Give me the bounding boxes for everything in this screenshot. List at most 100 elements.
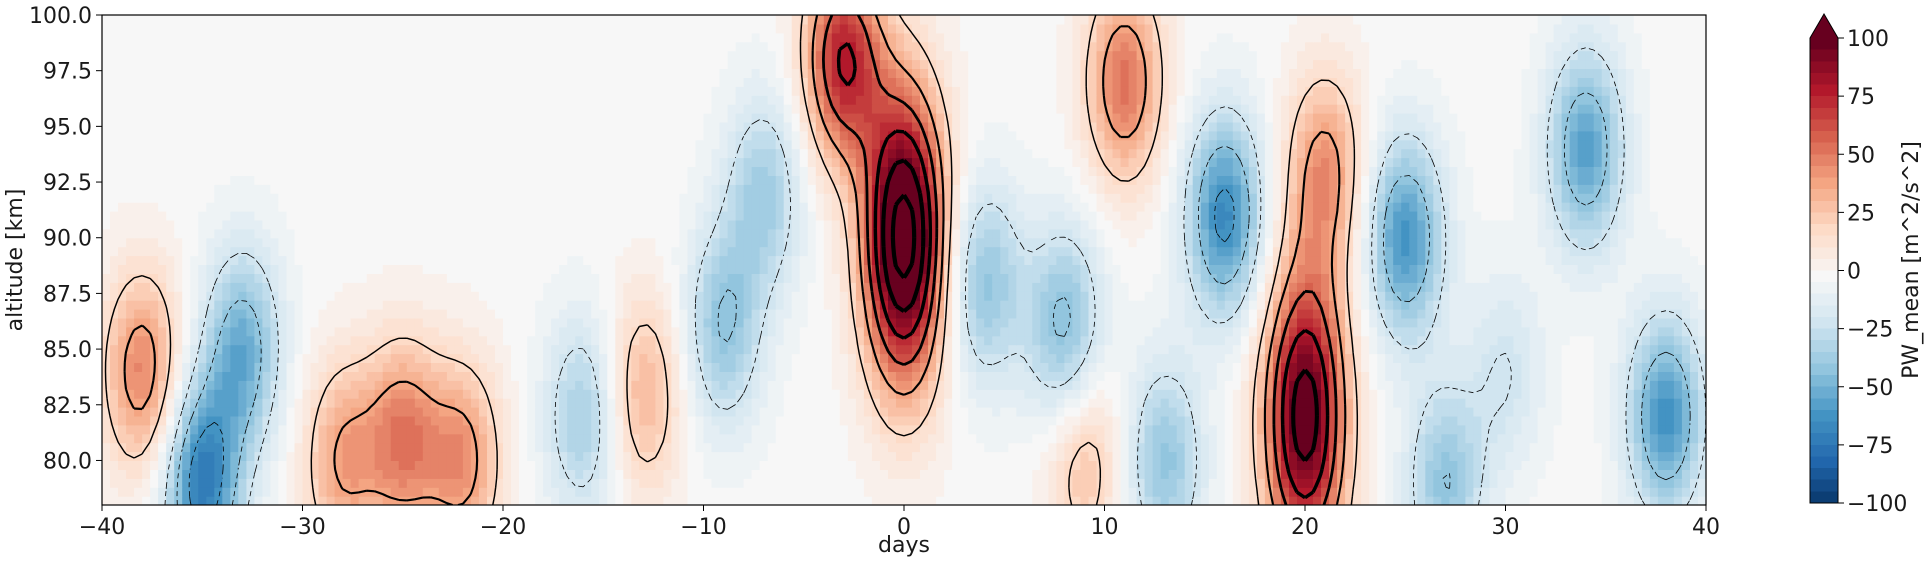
heatmap-cell xyxy=(1657,282,1667,292)
heatmap-cell xyxy=(1040,478,1049,488)
heatmap-cell xyxy=(326,344,336,355)
heatmap-cell xyxy=(823,344,833,355)
heatmap-cell xyxy=(703,353,713,363)
heatmap-cell xyxy=(462,460,472,470)
heatmap-cell xyxy=(1698,380,1706,390)
heatmap-cell xyxy=(687,442,697,453)
heatmap-cell xyxy=(1016,371,1025,381)
heatmap-cell xyxy=(1256,300,1266,310)
heatmap-cell xyxy=(1321,300,1330,310)
heatmap-cell xyxy=(342,478,352,488)
heatmap-cell xyxy=(1473,380,1482,390)
heatmap-cell xyxy=(1417,469,1426,479)
heatmap-cell xyxy=(1200,451,1210,461)
heatmap-cell xyxy=(567,282,576,292)
heatmap-cell xyxy=(1144,478,1154,488)
heatmap-cell xyxy=(1473,433,1482,444)
heatmap-cell xyxy=(1625,442,1635,453)
heatmap-cell xyxy=(1497,398,1507,408)
heatmap-cell xyxy=(1681,415,1691,426)
heatmap-cell xyxy=(470,371,480,381)
heatmap-cell xyxy=(896,309,905,319)
heatmap-cell xyxy=(1537,300,1547,310)
heatmap-cell xyxy=(478,362,488,372)
heatmap-cell xyxy=(478,326,488,337)
heatmap-cell xyxy=(904,460,913,470)
heatmap-cell xyxy=(1208,362,1218,372)
heatmap-cell xyxy=(1569,344,1579,355)
heatmap-cell xyxy=(799,424,809,435)
heatmap-cell xyxy=(679,317,688,328)
heatmap-cell xyxy=(1168,326,1178,337)
heatmap-cell xyxy=(118,496,127,505)
heatmap-cell xyxy=(671,309,680,319)
heatmap-cell xyxy=(366,496,376,505)
heatmap-cell xyxy=(1457,291,1466,301)
heatmap-cell xyxy=(1425,389,1434,399)
heatmap-cell xyxy=(398,433,408,444)
heatmap-cell xyxy=(1264,442,1274,453)
heatmap-cell xyxy=(1056,442,1065,453)
heatmap-cell xyxy=(294,326,304,337)
heatmap-cell xyxy=(639,344,648,355)
heatmap-cell xyxy=(1681,291,1691,301)
heatmap-cell xyxy=(1609,344,1619,355)
heatmap-cell xyxy=(1000,398,1009,408)
heatmap-cell xyxy=(807,282,817,292)
heatmap-cell xyxy=(1272,487,1282,497)
heatmap-cell xyxy=(230,309,239,319)
heatmap-cell xyxy=(1208,424,1218,435)
heatmap-cell xyxy=(1681,469,1691,479)
heatmap-cell xyxy=(543,353,552,363)
heatmap-cell xyxy=(1409,371,1418,381)
heatmap-cell xyxy=(1032,353,1041,363)
heatmap-cell xyxy=(310,478,320,488)
heatmap-cell xyxy=(896,407,905,417)
heatmap-cell xyxy=(1577,496,1587,505)
heatmap-cell xyxy=(1521,460,1531,470)
heatmap-cell xyxy=(414,326,424,337)
heatmap-cell xyxy=(639,433,648,444)
heatmap-cell xyxy=(1633,309,1643,319)
heatmap-cell xyxy=(1361,478,1370,488)
heatmap-cell xyxy=(799,398,809,408)
heatmap-cell xyxy=(1681,371,1691,381)
heatmap-cell xyxy=(1409,335,1418,346)
heatmap-cell xyxy=(414,424,424,435)
heatmap-cell xyxy=(1040,317,1049,328)
heatmap-cell xyxy=(1216,487,1226,497)
heatmap-cell xyxy=(1369,451,1378,461)
heatmap-cell xyxy=(863,407,873,417)
heatmap-cell xyxy=(1665,460,1675,470)
heatmap-cell xyxy=(278,478,287,488)
heatmap-cell xyxy=(863,469,873,479)
heatmap-cell xyxy=(1393,407,1402,417)
heatmap-cell xyxy=(1497,460,1507,470)
heatmap-cell xyxy=(1577,371,1587,381)
heatmap-cell xyxy=(1128,353,1138,363)
heatmap-cell xyxy=(1040,407,1049,417)
heatmap-cell xyxy=(567,362,576,372)
heatmap-cell xyxy=(174,442,183,453)
heatmap-cell xyxy=(118,380,127,390)
heatmap-cell xyxy=(174,398,183,408)
heatmap-cell xyxy=(1112,478,1122,488)
heatmap-cell xyxy=(1056,380,1065,390)
heatmap-cell xyxy=(1690,317,1699,328)
heatmap-cell xyxy=(1553,407,1563,417)
heatmap-cell xyxy=(1529,344,1539,355)
heatmap-cell xyxy=(1585,451,1595,461)
heatmap-cell xyxy=(543,326,552,337)
heatmap-cell xyxy=(286,300,296,310)
heatmap-cell xyxy=(1698,415,1706,426)
heatmap-cell xyxy=(1649,317,1659,328)
heatmap-cell xyxy=(912,451,921,461)
heatmap-cell xyxy=(1128,335,1138,346)
heatmap-cell xyxy=(1289,335,1298,346)
heatmap-cell xyxy=(607,380,616,390)
heatmap-cell xyxy=(928,478,937,488)
heatmap-cell xyxy=(270,362,279,372)
heatmap-cell xyxy=(904,451,913,461)
heatmap-cell xyxy=(575,451,584,461)
heatmap-cell xyxy=(1617,380,1627,390)
